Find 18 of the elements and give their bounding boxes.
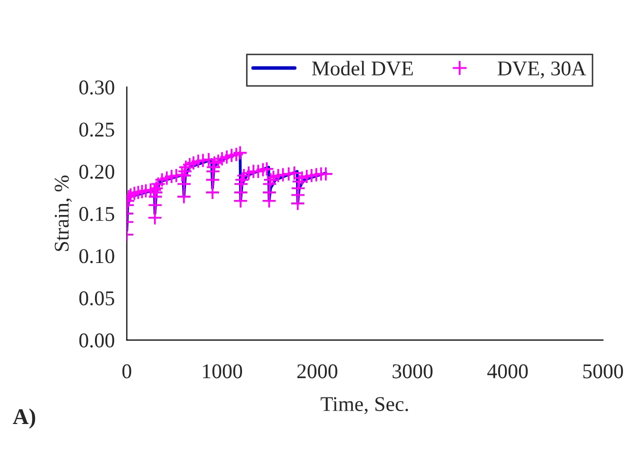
x-tick-label: 4000	[487, 364, 528, 378]
y-tick-label: 0.30	[79, 80, 114, 95]
x-tick-label: 1000	[203, 364, 242, 378]
x-axis-title: Time, Sec.	[320, 397, 408, 414]
x-tick-label: 5000	[583, 364, 623, 378]
x-tick-label: 2000	[297, 364, 338, 378]
y-tick-label: 0.00	[79, 333, 114, 348]
x-tick-label: 0	[122, 364, 132, 378]
y-tick-label: 0.05	[79, 291, 114, 306]
y-tick-label: 0.10	[79, 249, 114, 264]
x-tick-label: 3000	[392, 364, 433, 378]
text: A)	[12, 408, 36, 429]
legend-label: DVE, 30A	[498, 61, 586, 78]
y-tick-label: 0.25	[79, 122, 114, 137]
legend-label: Model DVE	[312, 60, 413, 76]
y-tick-label: 0.20	[79, 164, 114, 179]
y-axis-title: Strain, %	[54, 175, 72, 251]
y-tick-label: 0.15	[79, 206, 114, 222]
